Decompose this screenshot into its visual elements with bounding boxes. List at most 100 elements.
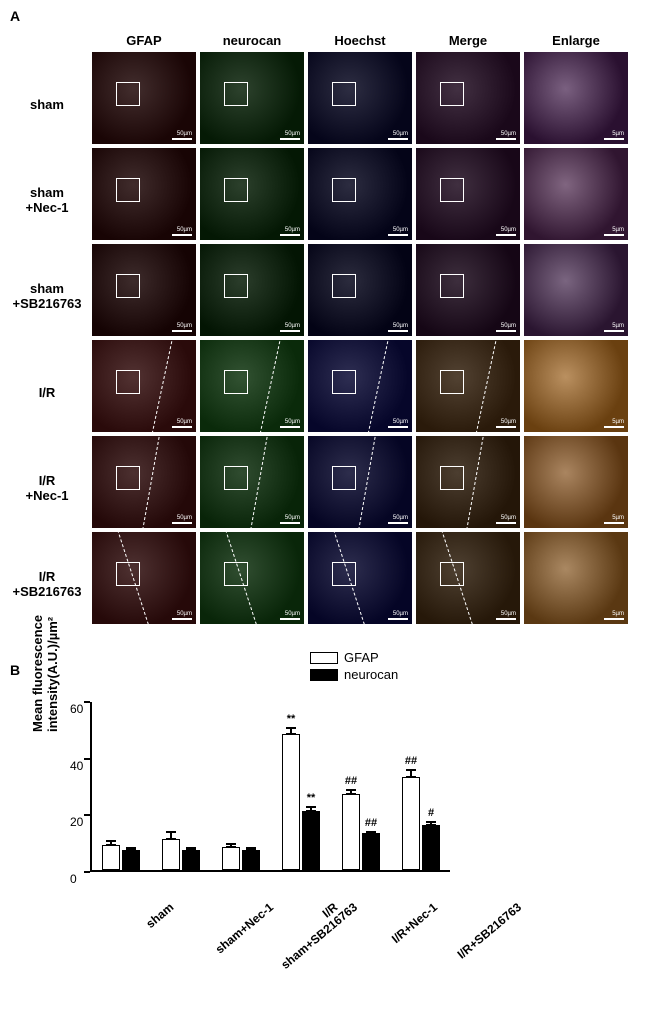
scalebar-label: 50µm	[501, 419, 516, 425]
image-rows-container: 50µm50µm50µm50µm5µm50µm50µm50µm50µm5µm50…	[90, 52, 630, 628]
micrograph-cell: 50µm	[200, 532, 304, 624]
significance-label: ##	[403, 755, 419, 767]
scalebar-icon	[604, 618, 624, 620]
micrograph-cell: 50µm	[92, 244, 196, 336]
scalebar-label: 50µm	[285, 419, 300, 425]
image-row: 50µm50µm50µm50µm5µm	[90, 340, 630, 432]
row-label: sham	[10, 56, 90, 152]
image-row: 50µm50µm50µm50µm5µm	[90, 436, 630, 528]
roi-box-icon	[116, 82, 140, 106]
scalebar-icon	[388, 138, 408, 140]
x-tick-label: I/R+SB216763	[454, 900, 524, 962]
micrograph-cell: 50µm	[200, 340, 304, 432]
scalebar-label: 50µm	[285, 323, 300, 329]
roi-box-icon	[332, 274, 356, 298]
roi-box-icon	[224, 178, 248, 202]
roi-box-icon	[224, 274, 248, 298]
scalebar-label: 5µm	[612, 227, 624, 233]
roi-box-icon	[440, 274, 464, 298]
lesion-border-line	[248, 436, 270, 528]
scalebar-icon	[280, 234, 300, 236]
micrograph-cell: 50µm	[92, 532, 196, 624]
roi-box-icon	[224, 370, 248, 394]
roi-box-icon	[332, 370, 356, 394]
scalebar-icon	[496, 426, 516, 428]
panel-b-wrap: B GFAP neurocan Mean fluorescenceintensi…	[10, 662, 640, 912]
x-tick-label: sham	[143, 900, 176, 931]
scalebar-label: 50µm	[501, 131, 516, 137]
error-bar	[190, 847, 192, 851]
bar-neurocan: #	[422, 825, 440, 870]
scalebar-icon	[388, 234, 408, 236]
row-labels-col: shamsham+Nec-1sham+SB216763I/RI/R+Nec-1I…	[10, 56, 90, 632]
error-bar	[250, 847, 252, 851]
scalebar-label: 50µm	[285, 227, 300, 233]
micrograph-cell: 50µm	[416, 244, 520, 336]
y-tick-mark	[84, 814, 90, 816]
error-bar	[230, 843, 232, 849]
micrograph-cell: 5µm	[524, 340, 628, 432]
micrograph-cell: 50µm	[416, 52, 520, 144]
bar-group: ####	[342, 794, 384, 871]
lesion-border-line	[148, 340, 174, 432]
legend-label-gfap: GFAP	[344, 650, 379, 665]
bar-gfap: ##	[402, 777, 420, 871]
scalebar-icon	[388, 522, 408, 524]
bar-neurocan	[242, 850, 260, 870]
legend-swatch-gfap	[310, 652, 338, 664]
scalebar-label: 5µm	[612, 323, 624, 329]
scalebar-icon	[604, 138, 624, 140]
roi-box-icon	[332, 466, 356, 490]
error-bar	[350, 789, 352, 795]
legend-row-gfap: GFAP	[310, 650, 398, 665]
micrograph-cell: 50µm	[92, 340, 196, 432]
image-row: 50µm50µm50µm50µm5µm	[90, 148, 630, 240]
scalebar-label: 50µm	[177, 515, 192, 521]
scalebar-icon	[496, 330, 516, 332]
scalebar-label: 50µm	[285, 611, 300, 617]
scalebar-label: 5µm	[612, 131, 624, 137]
significance-label: **	[303, 792, 319, 804]
scalebar-icon	[172, 618, 192, 620]
row-label: I/R	[10, 344, 90, 440]
lesion-border-line	[356, 436, 378, 528]
lesion-border-line	[464, 436, 486, 528]
figure-container: A shamsham+Nec-1sham+SB216763I/RI/R+Nec-…	[0, 0, 650, 932]
error-bar	[310, 806, 312, 812]
scalebar-icon	[280, 522, 300, 524]
micrograph-cell: 5µm	[524, 436, 628, 528]
error-bar	[170, 831, 172, 840]
legend-swatch-neurocan	[310, 669, 338, 681]
bar-neurocan: **	[302, 811, 320, 871]
roi-box-icon	[116, 274, 140, 298]
micrograph-cell: 50µm	[416, 436, 520, 528]
bar-gfap	[162, 839, 180, 870]
bar-group	[162, 839, 204, 870]
bar-chart: Mean fluorescenceintensity(A.U.)/µm² ***…	[40, 682, 470, 912]
micrograph-cell: 5µm	[524, 148, 628, 240]
scalebar-label: 50µm	[393, 611, 408, 617]
micrograph-cell: 50µm	[416, 532, 520, 624]
scalebar-label: 50µm	[177, 419, 192, 425]
scalebar-label: 50µm	[177, 227, 192, 233]
panel-a-grid: shamsham+Nec-1sham+SB216763I/RI/R+Nec-1I…	[10, 28, 640, 632]
column-header: neurocan	[200, 28, 304, 52]
micrograph-cell: 5µm	[524, 244, 628, 336]
bar-gfap	[222, 847, 240, 870]
scalebar-icon	[280, 426, 300, 428]
y-tick-mark	[84, 758, 90, 760]
chart-legend: GFAP neurocan	[310, 650, 398, 684]
plot-area: ****#######	[90, 702, 450, 872]
legend-label-neurocan: neurocan	[344, 667, 398, 682]
y-tick-label: 0	[70, 872, 77, 886]
scalebar-icon	[172, 138, 192, 140]
row-label: sham+SB216763	[10, 248, 90, 344]
bar-neurocan: ##	[362, 833, 380, 870]
error-bar	[410, 769, 412, 778]
scalebar-label: 50µm	[393, 131, 408, 137]
bar-neurocan	[182, 850, 200, 870]
scalebar-label: 50µm	[285, 131, 300, 137]
scalebar-icon	[388, 426, 408, 428]
scalebar-label: 50µm	[393, 515, 408, 521]
micrograph-cell: 50µm	[308, 244, 412, 336]
